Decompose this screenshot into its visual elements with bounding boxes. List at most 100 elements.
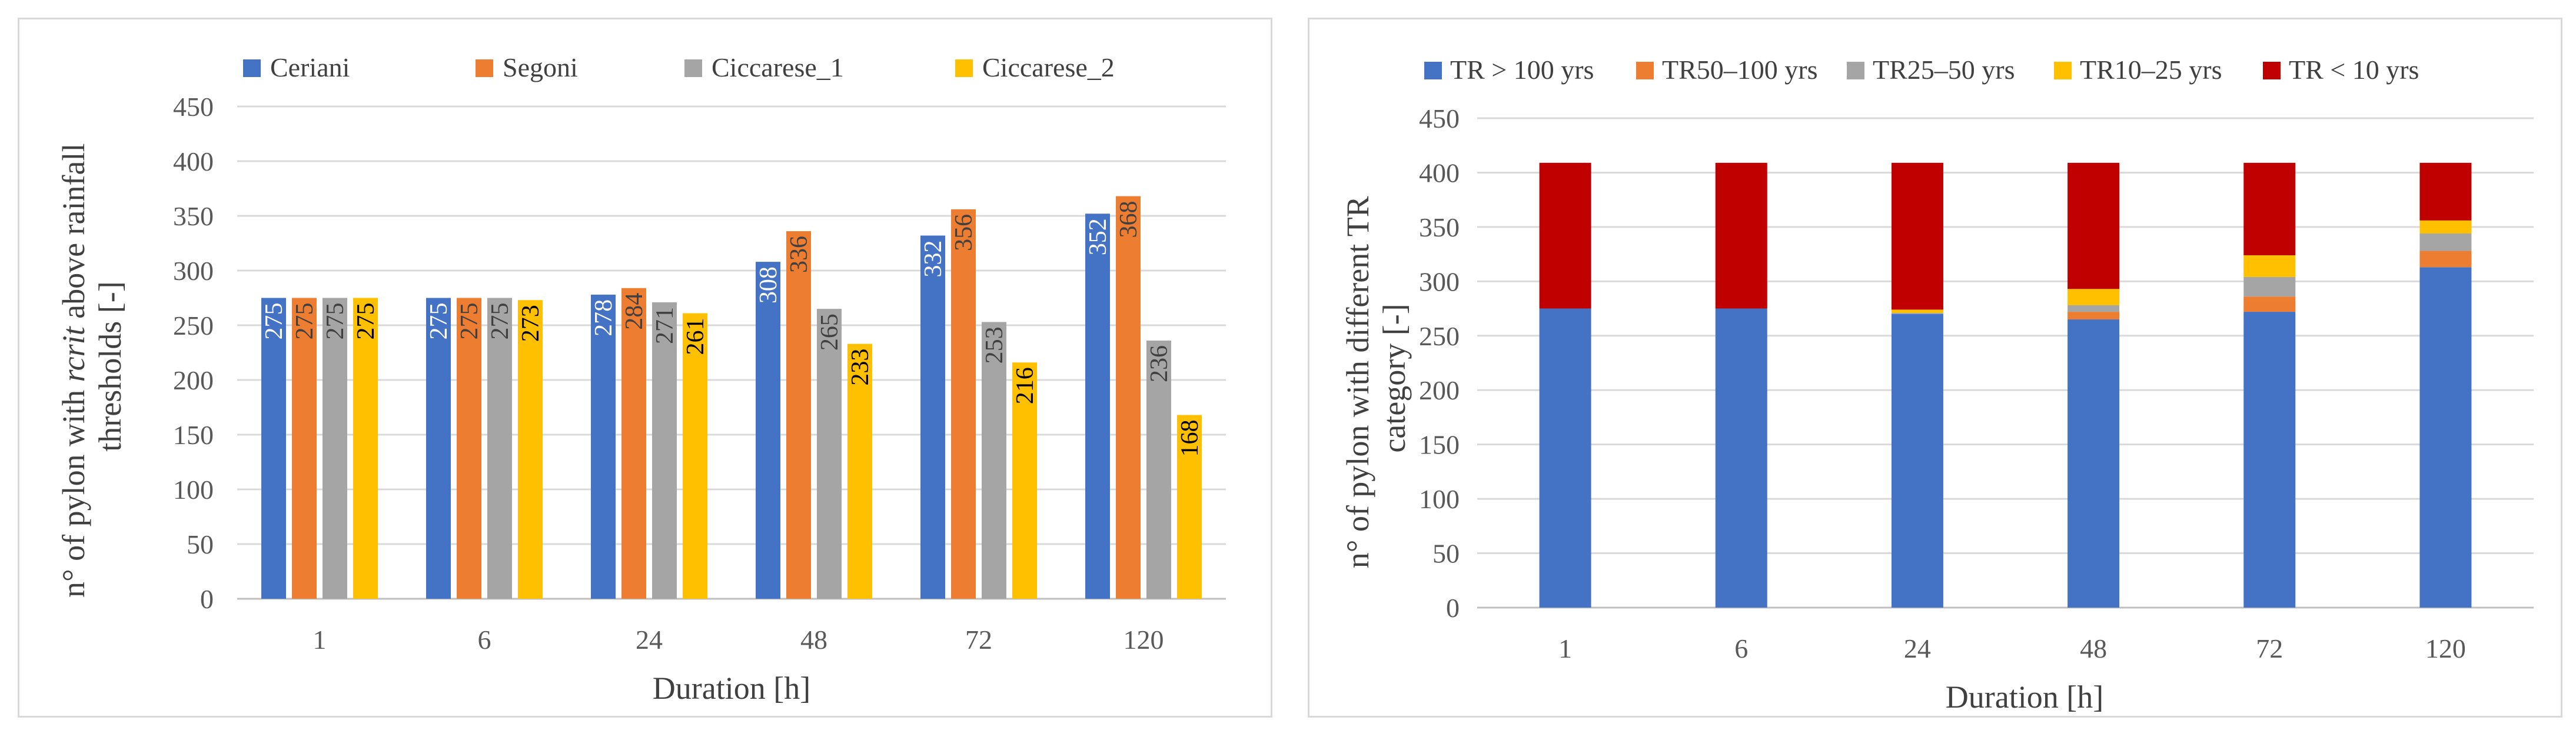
gridlines <box>237 105 1226 600</box>
bar <box>951 209 976 599</box>
y-axis-title-line2: category [-] <box>1377 304 1412 452</box>
bar <box>591 294 616 599</box>
data-label: 275 <box>487 303 514 340</box>
x-axis-title: Duration [h] <box>1946 679 2103 715</box>
legend-item: Segoni <box>476 52 578 82</box>
y-tick-label: 300 <box>173 256 214 286</box>
bar <box>683 313 707 599</box>
x-tick-label: 120 <box>1124 625 1164 655</box>
y-axis-title-line2: thresholds [-] <box>92 281 128 451</box>
y-axis-title-part-a: n° of pylon with <box>56 382 91 598</box>
y-tick-label: 450 <box>1419 104 1460 134</box>
legend-swatch <box>1636 62 1654 79</box>
bar-segment <box>2243 276 2296 297</box>
x-tick-label: 24 <box>636 625 663 655</box>
legend-swatch <box>2263 62 2281 79</box>
bar-segment <box>2419 220 2472 234</box>
chart-panel-thresholds: 275 275 275 275 275 275 275 273 278 284 271 261 308 3… <box>18 18 1272 718</box>
bar <box>292 298 317 599</box>
x-tick-label: 48 <box>2080 633 2107 663</box>
data-label: 216 <box>1012 367 1039 404</box>
y-tick-label: 150 <box>173 420 214 450</box>
bar-segment <box>2419 233 2472 251</box>
y-tick-label: 100 <box>1419 484 1460 514</box>
y-tick-labels: 0 50 100 150 200 250 300 350 400 450 <box>1419 104 1460 623</box>
data-label: 265 <box>816 314 843 351</box>
bar-segment <box>1891 312 1943 314</box>
x-tick-label: 1 <box>313 625 327 655</box>
bar <box>756 262 780 599</box>
bar-segment <box>2068 312 2120 320</box>
bar <box>353 298 378 599</box>
bar-segment <box>2243 312 2296 608</box>
bar <box>1012 362 1037 599</box>
legend-item: TR < 10 yrs <box>2263 55 2419 85</box>
legend-label: Ciccarese_2 <box>982 52 1115 82</box>
x-tick-labels: 1 6 24 48 72 120 <box>1558 633 2466 663</box>
legend-label: Ciccarese_1 <box>712 52 844 82</box>
data-label: 253 <box>981 326 1008 364</box>
legend-label: TR50–100 yrs <box>1662 55 1818 85</box>
bar <box>426 298 451 599</box>
bar-segment <box>2068 319 2120 608</box>
data-label: 368 <box>1115 201 1142 238</box>
bar <box>487 298 512 599</box>
x-tick-label: 6 <box>1734 633 1748 663</box>
legend-label: TR > 100 yrs <box>1450 55 1594 85</box>
x-tick-labels: 1 6 24 48 72 120 <box>313 625 1164 655</box>
y-tick-label: 400 <box>1419 158 1460 188</box>
y-tick-label: 0 <box>1446 593 1460 623</box>
bars <box>261 196 1202 599</box>
y-tick-label: 50 <box>187 529 214 559</box>
bar-segment <box>1539 162 1591 309</box>
bar <box>1177 415 1202 599</box>
y-tick-labels: 0 50 100 150 200 250 300 350 400 450 <box>173 92 214 614</box>
bar <box>518 300 543 599</box>
y-axis-title-rcrit: rcrit <box>56 325 91 382</box>
legend: TR > 100 yrs TR50–100 yrs TR25–50 yrs TR10–… <box>1424 55 2419 85</box>
data-label: 284 <box>621 293 648 330</box>
legend-swatch <box>476 59 493 77</box>
y-tick-label: 450 <box>173 92 214 122</box>
data-label: 273 <box>517 305 544 342</box>
bar <box>323 298 347 599</box>
x-tick-label: 6 <box>478 625 491 655</box>
data-label: 168 <box>1176 420 1204 457</box>
y-tick-label: 350 <box>1419 212 1460 242</box>
gridlines <box>1477 117 2534 609</box>
y-tick-label: 0 <box>200 584 214 614</box>
y-tick-label: 400 <box>173 146 214 176</box>
bar-segment <box>2068 305 2120 312</box>
legend-item: Ciccarese_2 <box>955 52 1115 82</box>
y-axis-title-part-c: above rainfall <box>56 144 91 327</box>
x-tick-label: 1 <box>1558 633 1572 663</box>
legend-label: TR25–50 yrs <box>1873 55 2015 85</box>
bar-segment <box>1891 162 1943 310</box>
x-tick-label: 120 <box>2425 633 2466 663</box>
x-tick-label: 72 <box>965 625 992 655</box>
bar <box>817 309 842 599</box>
y-tick-label: 200 <box>1419 375 1460 405</box>
legend-item: Ceriani <box>243 52 350 82</box>
data-label: 275 <box>291 303 318 340</box>
data-labels: 275 275 275 275 275 275 275 273 278 284 271 2613083… <box>261 201 1204 457</box>
data-label: 271 <box>652 307 679 344</box>
grouped-bar-chart: 275 275 275 275 275 275 275 273 278 284 271 2613083… <box>56 52 1226 706</box>
data-label: 356 <box>950 214 978 251</box>
legend-item: TR50–100 yrs <box>1636 55 1818 85</box>
bar-segment <box>2243 296 2296 312</box>
y-tick-label: 350 <box>173 201 214 231</box>
x-axis-title: Duration [h] <box>653 671 810 706</box>
data-label: 308 <box>755 266 782 304</box>
x-tick-label: 48 <box>800 625 827 655</box>
bar-segment <box>2419 162 2472 221</box>
y-tick-label: 50 <box>1432 539 1460 569</box>
y-tick-label: 150 <box>1419 430 1460 460</box>
y-axis-title-line1: n° of pylon with different TR <box>1340 196 1375 568</box>
legend-swatch <box>955 59 973 77</box>
data-label: 352 <box>1085 218 1112 255</box>
y-axis-title: n° of pylon with rcrit above rainfall th… <box>56 135 128 598</box>
bar-segment <box>1715 308 1767 608</box>
bar <box>920 235 945 599</box>
bar <box>1146 341 1171 599</box>
